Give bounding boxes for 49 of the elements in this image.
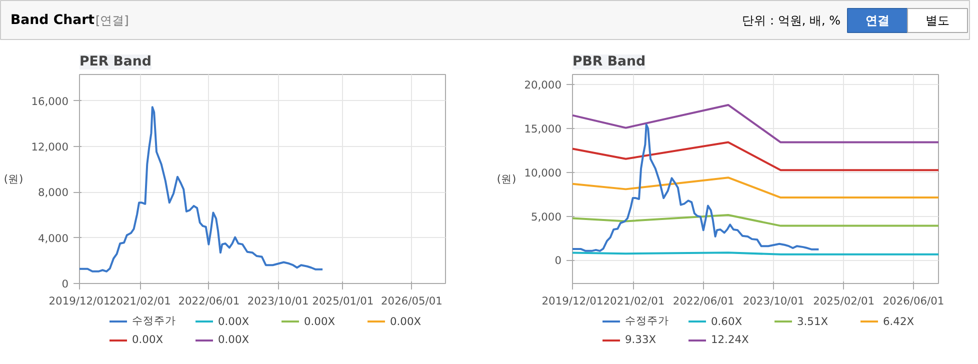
legend-label: 수정주가 bbox=[132, 314, 177, 328]
x-tick-label: 2019/12/01 bbox=[542, 294, 604, 308]
line-series bbox=[572, 124, 820, 252]
x-tick-label: 2021/02/01 bbox=[603, 294, 665, 308]
line-series bbox=[572, 214, 940, 227]
line-series bbox=[572, 176, 940, 199]
x-tick-label: 2022/06/01 bbox=[672, 294, 734, 308]
x-tick-label: 2026/05/01 bbox=[381, 294, 442, 308]
chart-title: PER Band bbox=[80, 54, 152, 70]
legend-label: 0.60X bbox=[711, 314, 744, 328]
x-tick-label: 2021/02/01 bbox=[109, 294, 171, 308]
y-tick-label: 15,000 bbox=[524, 122, 562, 136]
x-tick-label: 2026/06/01 bbox=[882, 294, 944, 308]
y-tick-label: 20,000 bbox=[524, 78, 562, 92]
legend-label: 0.00X bbox=[304, 314, 336, 328]
y-tick-label: 12,000 bbox=[31, 140, 69, 154]
y-tick-label: 5,000 bbox=[530, 210, 562, 224]
text: 별도 bbox=[926, 14, 950, 28]
legend-label: 3.51X bbox=[797, 314, 830, 328]
y-tick-label: 4,000 bbox=[38, 232, 69, 245]
y-tick-label: 8,000 bbox=[38, 186, 69, 200]
x-tick-label: 2025/02/01 bbox=[813, 294, 875, 308]
line-series bbox=[78, 106, 324, 272]
y-tick-label: 0 bbox=[554, 254, 562, 268]
legend-label: 6.42X bbox=[883, 314, 916, 328]
y-tick-label: 0 bbox=[62, 278, 69, 290]
text: 단위 : 억원, 배, % bbox=[742, 14, 841, 28]
line-series bbox=[572, 104, 940, 144]
legend-label: 0.00X bbox=[132, 333, 164, 346]
x-tick-label: 2025/01/01 bbox=[312, 294, 374, 308]
line-series bbox=[572, 141, 940, 172]
x-tick-label: 2023/10/01 bbox=[247, 294, 309, 308]
text: Band Chart bbox=[10, 13, 96, 28]
legend-label: 0.00X bbox=[390, 314, 422, 328]
y-tick-label: 16,000 bbox=[31, 94, 69, 108]
legend-label: 9.33X bbox=[625, 333, 658, 346]
y-tick-label: 10,000 bbox=[524, 166, 562, 180]
x-tick-label: 2019/12/01 bbox=[48, 294, 110, 308]
legend-label: 12.24X bbox=[711, 333, 750, 346]
text: 연결 bbox=[866, 14, 890, 28]
legend-label: 수정주가 bbox=[625, 314, 670, 328]
y-axis-title: (원) bbox=[4, 172, 24, 186]
x-tick-label: 2022/06/01 bbox=[178, 294, 240, 308]
chart-title: PBR Band bbox=[572, 54, 646, 70]
y-axis-title: (원) bbox=[496, 172, 516, 186]
legend-label: 0.00X bbox=[218, 333, 250, 346]
legend-label: 0.00X bbox=[218, 314, 250, 328]
text: [연결] bbox=[96, 14, 129, 28]
x-tick-label: 2023/10/01 bbox=[742, 294, 804, 308]
